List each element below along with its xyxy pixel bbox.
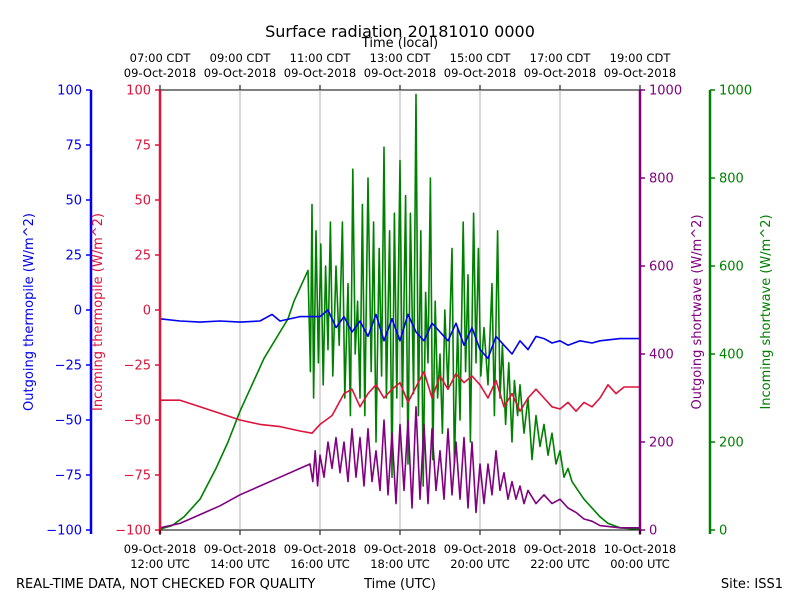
outgoing_thermopile-tick-label: −100 (46, 524, 82, 539)
bottom-tick-time: 12:00 UTC (130, 557, 190, 571)
incoming_thermopile-tick-label: 50 (134, 194, 151, 209)
bottom-tick-date: 09-Oct-2018 (124, 542, 196, 556)
incoming_shortwave-tick-label: 0 (719, 524, 727, 539)
outgoing_thermopile-tick-label: 75 (65, 139, 82, 154)
chart-title: Surface radiation 20181010 0000 (265, 22, 535, 41)
top-tick-date: 09-Oct-2018 (124, 66, 196, 80)
outgoing_thermopile-tick-label: 50 (65, 194, 82, 209)
top-tick-date: 09-Oct-2018 (364, 66, 436, 80)
bottom-tick-date: 09-Oct-2018 (364, 542, 436, 556)
bottom-tick-date: 09-Oct-2018 (284, 542, 356, 556)
outgoing_thermopile-tick-label: −75 (55, 469, 82, 484)
bottom-tick-time: 14:00 UTC (210, 557, 270, 571)
series-line-outgoing-thermopile (159, 309, 640, 360)
top-tick-date: 09-Oct-2018 (524, 66, 596, 80)
outgoing_thermopile-tick-label: 100 (57, 84, 82, 99)
outgoing_thermopile-tick-label: 25 (65, 249, 82, 264)
outgoing_shortwave-tick-label: 200 (649, 436, 674, 451)
incoming_shortwave-tick-label: 600 (719, 260, 744, 275)
bottom-tick-time: 18:00 UTC (370, 557, 430, 571)
top-tick-date: 09-Oct-2018 (284, 66, 356, 80)
incoming_thermopile-tick-label: −75 (124, 469, 151, 484)
top-axis-label: Time (local) (361, 36, 438, 51)
top-tick-time: 13:00 CDT (370, 51, 432, 65)
incoming_thermopile-tick-label: −25 (124, 359, 151, 374)
series-line-outgoing-shortwave (159, 405, 640, 529)
bottom-tick-date: 09-Oct-2018 (204, 542, 276, 556)
outgoing_shortwave-tick-label: 800 (649, 172, 674, 187)
top-tick-date: 09-Oct-2018 (604, 66, 676, 80)
outgoing_shortwave-tick-label: 400 (649, 348, 674, 363)
top-tick-date: 09-Oct-2018 (204, 66, 276, 80)
outgoing-shortwave-ticks: 1000 800 600 400 200 0 (640, 84, 682, 539)
incoming_shortwave-tick-label: 400 (719, 348, 744, 363)
footer-quality-note: REAL-TIME DATA, NOT CHECKED FOR QUALITY (16, 577, 315, 592)
bottom-tick-time: 22:00 UTC (530, 557, 590, 571)
outgoing_shortwave-tick-label: 600 (649, 260, 674, 275)
bottom-tick-time: 20:00 UTC (450, 557, 510, 571)
bottom-tick-date: 10-Oct-2018 (604, 542, 676, 556)
incoming_thermopile-tick-label: 0 (143, 304, 151, 319)
incoming_shortwave-tick-label: 800 (719, 172, 744, 187)
top-tick-time: 17:00 CDT (530, 51, 592, 65)
incoming_thermopile-tick-label: 75 (134, 139, 151, 154)
bottom-axis-label: Time (UTC) (363, 577, 436, 592)
outgoing-thermopile-ticks: 100 75 50 25 0 −25 −50 −75 −100 (46, 84, 91, 539)
series-line-incoming-thermopile (160, 370, 640, 435)
incoming-thermopile-axis-label: Incoming thermopile (W/m^2) (91, 213, 106, 411)
incoming_thermopile-tick-label: −50 (124, 414, 151, 429)
outgoing_thermopile-tick-label: −25 (55, 359, 82, 374)
site-label: Site: ISS1 (721, 577, 783, 592)
incoming-shortwave-axis-label: Incoming shortwave (W/m^2) (759, 214, 774, 409)
series-group (159, 93, 641, 530)
incoming_thermopile-tick-label: −100 (115, 524, 151, 539)
outgoing_shortwave-tick-label: 1000 (649, 84, 682, 99)
outgoing_shortwave-tick-label: 0 (649, 524, 657, 539)
bottom-tick-time: 00:00 UTC (610, 557, 670, 571)
bottom-tick-time: 16:00 UTC (290, 557, 350, 571)
incoming_thermopile-tick-label: 25 (134, 249, 151, 264)
top-tick-date: 09-Oct-2018 (444, 66, 516, 80)
outgoing-shortwave-axis-label: Outgoing shortwave (W/m^2) (690, 214, 705, 409)
top-tick-time: 09:00 CDT (210, 51, 272, 65)
outgoing_thermopile-tick-label: 0 (74, 304, 82, 319)
top-tick-time: 19:00 CDT (610, 51, 672, 65)
top-tick-time: 07:00 CDT (130, 51, 192, 65)
bottom-tick-date: 09-Oct-2018 (524, 542, 596, 556)
incoming_shortwave-tick-label: 200 (719, 436, 744, 451)
incoming-shortwave-ticks: 1000 800 600 400 200 0 (710, 84, 752, 539)
top-tick-time: 15:00 CDT (450, 51, 512, 65)
outgoing_thermopile-tick-label: −50 (55, 414, 82, 429)
incoming_shortwave-tick-label: 1000 (719, 84, 752, 99)
incoming-thermopile-ticks: 100 75 50 25 0 −25 −50 −75 −100 (115, 84, 160, 539)
top-tick-time: 11:00 CDT (290, 51, 352, 65)
incoming_thermopile-tick-label: 100 (126, 84, 151, 99)
outgoing-thermopile-axis-label: Outgoing thermopile (W/m^2) (22, 213, 37, 411)
bottom-tick-date: 09-Oct-2018 (444, 542, 516, 556)
